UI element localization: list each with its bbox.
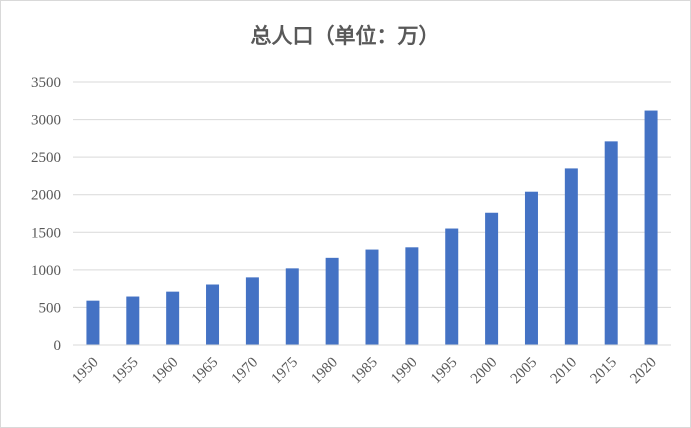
x-tick-label: 1960 xyxy=(149,355,182,388)
bar-1965 xyxy=(206,284,220,345)
bar-1985 xyxy=(365,249,379,345)
bar-1955 xyxy=(126,296,140,345)
bar-2015 xyxy=(604,141,618,345)
y-tick-label: 3000 xyxy=(31,113,61,129)
y-tick-label: 500 xyxy=(39,300,62,316)
x-tick-label: 1970 xyxy=(229,355,262,388)
x-tick-label: 1995 xyxy=(428,355,461,388)
bar-2020 xyxy=(644,110,658,345)
x-tick-label: 1980 xyxy=(308,355,341,388)
x-tick-label: 1975 xyxy=(269,355,302,388)
y-axis-ticks: 0 500 1000 1500 2000 2500 3000 3500 xyxy=(31,75,61,354)
x-tick-label: 2005 xyxy=(508,355,541,388)
y-tick-label: 1000 xyxy=(31,263,61,279)
bar-1950 xyxy=(86,300,100,345)
y-tick-label: 0 xyxy=(54,338,62,354)
bar-1995 xyxy=(445,228,459,345)
gridlines xyxy=(73,81,671,308)
y-tick-label: 3500 xyxy=(31,75,61,91)
bar-1970 xyxy=(245,277,259,345)
y-tick-label: 2000 xyxy=(31,188,61,204)
y-tick-label: 2500 xyxy=(31,150,61,166)
chart-title: 总人口（单位：万） xyxy=(251,23,440,48)
bar-1960 xyxy=(166,291,180,345)
bar-1980 xyxy=(325,257,339,345)
bar-2010 xyxy=(564,168,578,345)
bars xyxy=(86,110,658,345)
x-tick-label: 1950 xyxy=(69,355,102,388)
x-tick-label: 1985 xyxy=(348,355,381,388)
x-tick-label: 1965 xyxy=(189,355,222,388)
x-tick-label: 2020 xyxy=(627,355,660,388)
bar-1975 xyxy=(285,268,299,345)
y-tick-label: 1500 xyxy=(31,225,61,241)
bar-1990 xyxy=(405,247,419,345)
x-tick-label: 2015 xyxy=(588,355,621,388)
x-tick-label: 1990 xyxy=(388,355,421,388)
bar-2005 xyxy=(524,191,538,345)
x-axis-ticks: 1950 1955 1960 1965 1970 1975 1980 1985 1990 1995… xyxy=(69,355,660,388)
bar-2000 xyxy=(485,212,499,345)
x-tick-label: 1955 xyxy=(109,355,142,388)
x-tick-label: 2010 xyxy=(548,355,581,388)
x-tick-label: 2000 xyxy=(468,355,501,388)
